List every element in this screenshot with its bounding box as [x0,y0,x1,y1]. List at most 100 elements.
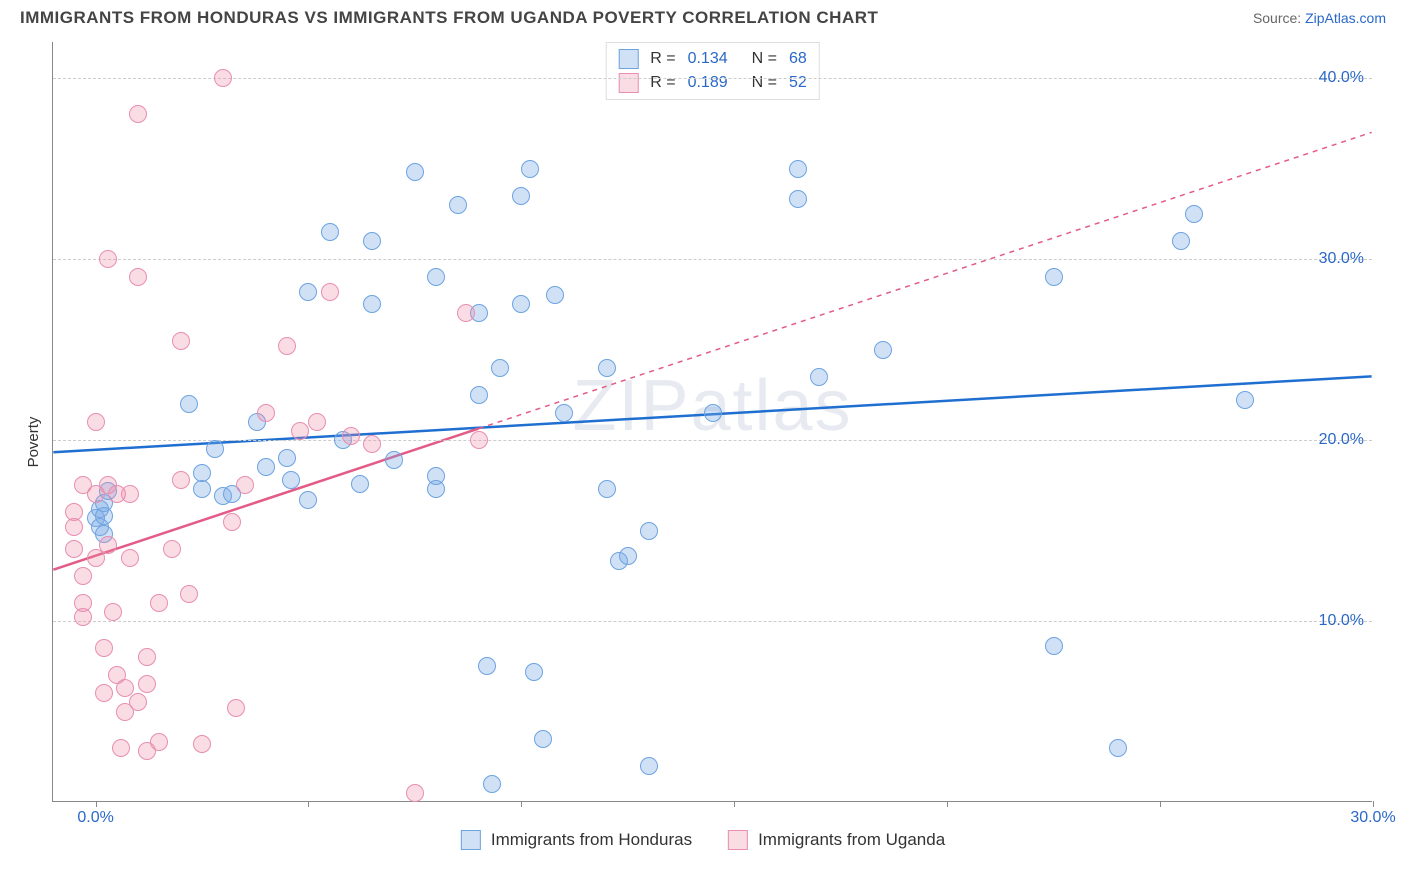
scatter-point [546,286,564,304]
scatter-point [478,657,496,675]
legend-series-item: Immigrants from Honduras [461,830,692,850]
scatter-point [810,368,828,386]
legend-swatch [728,830,748,850]
chart-title: IMMIGRANTS FROM HONDURAS VS IMMIGRANTS F… [20,8,878,28]
scatter-point [282,471,300,489]
gridline-h [53,621,1372,622]
x-tick-mark [1160,801,1161,807]
scatter-point [512,295,530,313]
scatter-point [321,223,339,241]
scatter-point [223,513,241,531]
source-prefix: Source: [1253,10,1305,26]
scatter-point [789,190,807,208]
scatter-point [619,547,637,565]
scatter-point [116,679,134,697]
scatter-point [470,386,488,404]
scatter-point [427,268,445,286]
scatter-point [1236,391,1254,409]
x-tick-mark [1373,801,1374,807]
scatter-point [483,775,501,793]
legend-swatch [618,73,638,93]
scatter-point [351,475,369,493]
scatter-point [1109,739,1127,757]
scatter-point [406,784,424,802]
scatter-point [555,404,573,422]
scatter-point [521,160,539,178]
scatter-point [214,69,232,87]
y-tick-label: 20.0% [1319,431,1364,449]
scatter-point [363,232,381,250]
title-bar: IMMIGRANTS FROM HONDURAS VS IMMIGRANTS F… [0,0,1406,32]
scatter-point [704,404,722,422]
scatter-point [1045,268,1063,286]
x-tick-mark [734,801,735,807]
scatter-point [95,507,113,525]
scatter-point [406,163,424,181]
scatter-point [291,422,309,440]
scatter-point [99,250,117,268]
scatter-point [129,693,147,711]
scatter-point [525,663,543,681]
scatter-point [257,404,275,422]
plot-area: ZIPatlas R =0.134N =68R =0.189N =52 10.0… [52,42,1372,802]
scatter-point [363,435,381,453]
legend-r-label: R = [650,74,675,92]
scatter-point [640,757,658,775]
source-link[interactable]: ZipAtlas.com [1305,10,1386,26]
chart-container: Poverty ZIPatlas R =0.134N =68R =0.189N … [0,32,1406,852]
scatter-point [299,491,317,509]
y-tick-label: 40.0% [1319,69,1364,87]
legend-series-label: Immigrants from Honduras [491,830,692,850]
scatter-point [1045,637,1063,655]
scatter-point [470,431,488,449]
scatter-point [104,603,122,621]
scatter-point [363,295,381,313]
scatter-point [121,549,139,567]
scatter-point [193,464,211,482]
x-tick-mark [521,801,522,807]
scatter-point [129,268,147,286]
scatter-point [598,480,616,498]
scatter-point [95,684,113,702]
scatter-point [150,594,168,612]
scatter-point [65,540,83,558]
legend-swatch [618,49,638,69]
scatter-point [172,471,190,489]
x-tick-mark [308,801,309,807]
legend-n-value: 68 [789,50,807,68]
scatter-point [180,585,198,603]
scatter-point [257,458,275,476]
x-tick-mark [947,801,948,807]
scatter-point [236,476,254,494]
legend-n-value: 52 [789,74,807,92]
scatter-point [163,540,181,558]
gridline-h [53,440,1372,441]
legend-stats-row: R =0.189N =52 [618,71,807,95]
scatter-point [1172,232,1190,250]
gridline-h [53,78,1372,79]
legend-stats-row: R =0.134N =68 [618,47,807,71]
scatter-point [534,730,552,748]
x-tick-label: 0.0% [77,809,113,827]
scatter-point [227,699,245,717]
scatter-point [385,451,403,469]
scatter-point [874,341,892,359]
scatter-point [457,304,475,322]
scatter-point [180,395,198,413]
scatter-point [193,735,211,753]
legend-n-label: N = [752,74,777,92]
scatter-point [449,196,467,214]
scatter-point [427,467,445,485]
scatter-point [138,648,156,666]
gridline-h [53,259,1372,260]
scatter-point [95,639,113,657]
scatter-point [112,739,130,757]
x-tick-label: 30.0% [1350,809,1395,827]
scatter-point [99,536,117,554]
scatter-point [1185,205,1203,223]
legend-swatch [461,830,481,850]
scatter-point [150,733,168,751]
legend-n-label: N = [752,50,777,68]
scatter-point [206,440,224,458]
scatter-point [278,337,296,355]
